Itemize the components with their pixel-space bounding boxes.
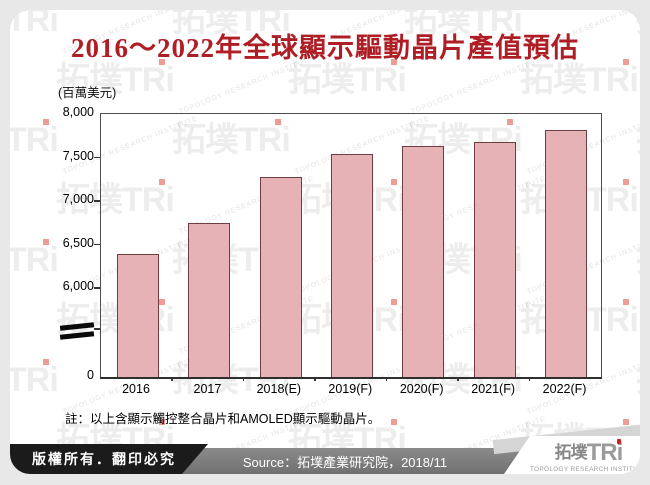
tri-logo-latin-text: TRi [586, 439, 624, 466]
footer-bar: Source：拓墣產業研究院，2018/11 拓墣TRi TOPOLOGY RE… [10, 423, 640, 474]
x-axis-tick [314, 377, 316, 381]
copyright-box: 版權所有．翻印必究 [10, 444, 208, 474]
bar-2017 [188, 222, 231, 377]
bar-2019(F) [331, 153, 373, 377]
y-axis-tick [94, 200, 100, 202]
watermark-red-dot-icon [43, 119, 49, 125]
x-axis-tick [385, 377, 388, 381]
x-axis-label-2017: 2017 [193, 382, 222, 396]
x-axis-tick [457, 377, 459, 381]
footnote: 註：以上含顯示觸控整合晶片和AMOLED顯示驅動晶片。 [65, 412, 381, 426]
x-axis-tick [242, 377, 245, 381]
watermark-logo-text: 拓墣TRi [636, 352, 640, 401]
y-axis-tick-label: 7,500 [62, 148, 94, 163]
tri-logo: 拓墣TRi TOPOLOGY RESEARCH INSTITUTE [530, 439, 640, 473]
x-axis-label-2022(F): 2022(F) [542, 382, 587, 396]
watermark-logo-text: 拓墣TRi [636, 112, 640, 161]
watermark-red-dot-icon [391, 419, 397, 425]
source-text: Source：拓墣產業研究院，2018/11 [242, 454, 448, 470]
x-axis-label-2016: 2016 [122, 382, 150, 396]
logo-panel: 拓墣TRi TOPOLOGY RESEARCH INSTITUTE [504, 436, 640, 474]
y-axis-tick-label: 8,000 [62, 105, 94, 119]
y-axis-tick-label: 0 [87, 368, 94, 382]
watermark-red-dot-icon [43, 359, 49, 365]
tri-logo-wordmark: 拓墣TRi [555, 439, 623, 465]
x-axis-label-2021(F): 2021(F) [471, 382, 516, 396]
y-axis-tick [94, 287, 100, 289]
x-axis-label-2019(F): 2019(F) [328, 382, 373, 396]
y-axis-unit-label: (百萬美元) [58, 86, 117, 100]
y-axis-break-icon [59, 322, 95, 331]
watermark-red-dot-icon [623, 179, 629, 185]
x-axis-label-2020(F): 2020(F) [399, 382, 444, 396]
x-axis-tick [528, 377, 531, 381]
chart-title: 2016～2022年全球顯示驅動晶片產值預估 [71, 33, 579, 63]
bar-2018(E) [259, 176, 302, 377]
watermark-logo-text: 拓墣TRi [636, 232, 640, 281]
y-axis-tick-label: 6,500 [62, 235, 94, 250]
plot-area [100, 113, 602, 379]
tri-logo-red-dot-icon [616, 439, 622, 444]
x-axis-label-2018(E): 2018(E) [256, 382, 302, 396]
y-axis-break-icon [59, 331, 95, 340]
bar-2022(F) [545, 130, 588, 377]
bar-2016 [116, 253, 159, 377]
watermark-red-dot-icon [623, 299, 629, 305]
x-axis-tick [171, 377, 174, 381]
watermark-red-dot-icon [623, 419, 629, 425]
source-bar [160, 448, 535, 474]
tri-logo-subtitle: TOPOLOGY RESEARCH INSTITUTE [530, 466, 640, 473]
y-axis-tick-label: 7,000 [62, 192, 94, 206]
y-axis-break-tick [94, 328, 100, 330]
y-axis-tick [94, 156, 100, 159]
tri-logo-latin: TRi [587, 439, 623, 466]
y-axis-tick [94, 243, 100, 246]
tri-logo-chinese: 拓墣 [554, 443, 588, 462]
y-axis-tick-label: 6,000 [62, 279, 94, 293]
bar-2021(F) [473, 141, 516, 377]
bar-2020(F) [402, 146, 445, 377]
